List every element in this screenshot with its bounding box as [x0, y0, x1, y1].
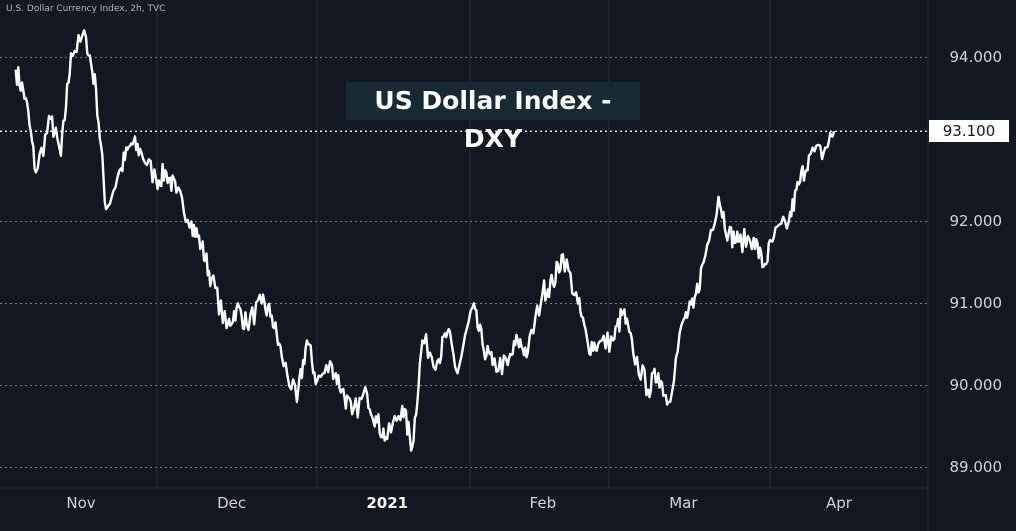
- price-tick-label: 90.000: [949, 376, 1003, 395]
- time-tick-label: Mar: [669, 494, 698, 512]
- chart-title: US Dollar Index - DXY: [346, 82, 640, 153]
- time-tick-label: Nov: [66, 494, 96, 512]
- time-tick-label: 2021: [366, 494, 409, 512]
- grid-lines: [0, 0, 928, 488]
- price-tick-label: 91.000: [949, 294, 1003, 313]
- price-tick-label: 94.000: [949, 48, 1003, 67]
- time-tick-label: Apr: [826, 494, 852, 512]
- chart-header: U.S. Dollar Currency Index, 2h, TVC: [6, 4, 166, 14]
- price-tick-label: 92.000: [949, 212, 1003, 231]
- time-tick-label: Feb: [529, 494, 557, 512]
- last-price-tag: 93.100: [929, 120, 1009, 143]
- dxy-price-line: [14, 29, 836, 452]
- price-tick-label: 89.000: [949, 458, 1003, 477]
- time-tick-label: Dec: [217, 494, 247, 512]
